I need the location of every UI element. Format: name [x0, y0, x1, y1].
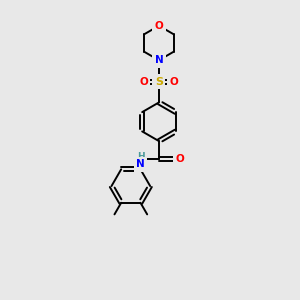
Text: O: O — [154, 21, 163, 31]
Text: O: O — [175, 154, 184, 164]
Text: N: N — [154, 55, 163, 65]
Text: N: N — [136, 159, 145, 169]
Text: O: O — [170, 76, 179, 87]
Text: H: H — [137, 152, 144, 161]
Text: O: O — [139, 76, 148, 87]
Text: S: S — [155, 76, 163, 87]
